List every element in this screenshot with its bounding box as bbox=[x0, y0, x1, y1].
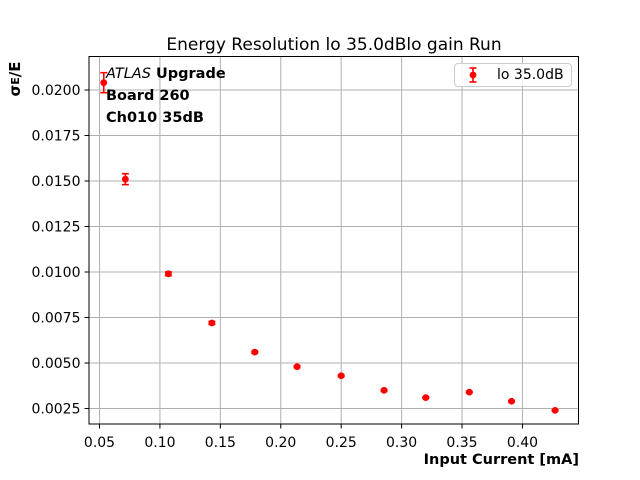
data-point bbox=[465, 388, 473, 396]
x-tick-label: 0.40 bbox=[507, 435, 538, 451]
data-point bbox=[337, 372, 345, 380]
data-point bbox=[293, 363, 301, 371]
y-axis-label-subscript: E bbox=[8, 77, 22, 85]
data-point bbox=[551, 406, 559, 414]
x-tick-label: 0.35 bbox=[446, 435, 477, 451]
y-tick-label: 0.0050 bbox=[32, 356, 81, 372]
annotation-block: ATLAS Upgrade Board 260 Ch010 35dB bbox=[106, 63, 226, 129]
data-point bbox=[121, 175, 129, 183]
data-point bbox=[422, 394, 430, 402]
data-point bbox=[508, 397, 515, 405]
axes-frame bbox=[88, 56, 579, 425]
data-point bbox=[208, 319, 216, 327]
y-axis-label-suffix: /E bbox=[6, 61, 24, 78]
annotation-atlas: ATLAS bbox=[106, 66, 151, 82]
y-tick-label: 0.0125 bbox=[32, 220, 81, 236]
annotation-line1: ATLAS Upgrade bbox=[106, 63, 226, 85]
annotation-line3: Ch010 35dB bbox=[106, 110, 204, 126]
x-axis-label: Input Current [mA] bbox=[423, 452, 579, 468]
x-tick-label: 0.10 bbox=[144, 435, 175, 451]
y-axis-label-symbol: σ bbox=[6, 84, 24, 97]
x-tick-label: 0.05 bbox=[84, 435, 115, 451]
data-point bbox=[100, 79, 108, 87]
x-tick-label: 0.15 bbox=[205, 435, 236, 451]
data-point bbox=[164, 270, 172, 278]
x-tick-label: 0.25 bbox=[326, 435, 357, 451]
legend-errorbar-icon bbox=[469, 67, 477, 83]
y-tick-label: 0.0025 bbox=[32, 402, 81, 418]
y-tick-label: 0.0075 bbox=[32, 311, 81, 327]
x-tick-label: 0.30 bbox=[386, 435, 417, 451]
annotation-upgrade: Upgrade bbox=[156, 66, 226, 82]
y-axis-label: σ E/E bbox=[1, 47, 29, 111]
data-point bbox=[380, 386, 388, 394]
x-tick-label: 0.20 bbox=[265, 435, 296, 451]
y-tick-label: 0.0200 bbox=[32, 83, 81, 99]
annotation-line2: Board 260 bbox=[106, 88, 190, 104]
y-tick-label: 0.0150 bbox=[32, 174, 81, 190]
chart-title: Energy Resolution lo 35.0dBlo gain Run bbox=[166, 35, 502, 55]
legend: lo 35.0dB bbox=[454, 63, 572, 87]
y-tick-label: 0.0175 bbox=[32, 128, 81, 144]
data-point bbox=[251, 348, 259, 356]
y-tick-label: 0.0100 bbox=[32, 265, 81, 281]
legend-label: lo 35.0dB bbox=[497, 67, 564, 83]
